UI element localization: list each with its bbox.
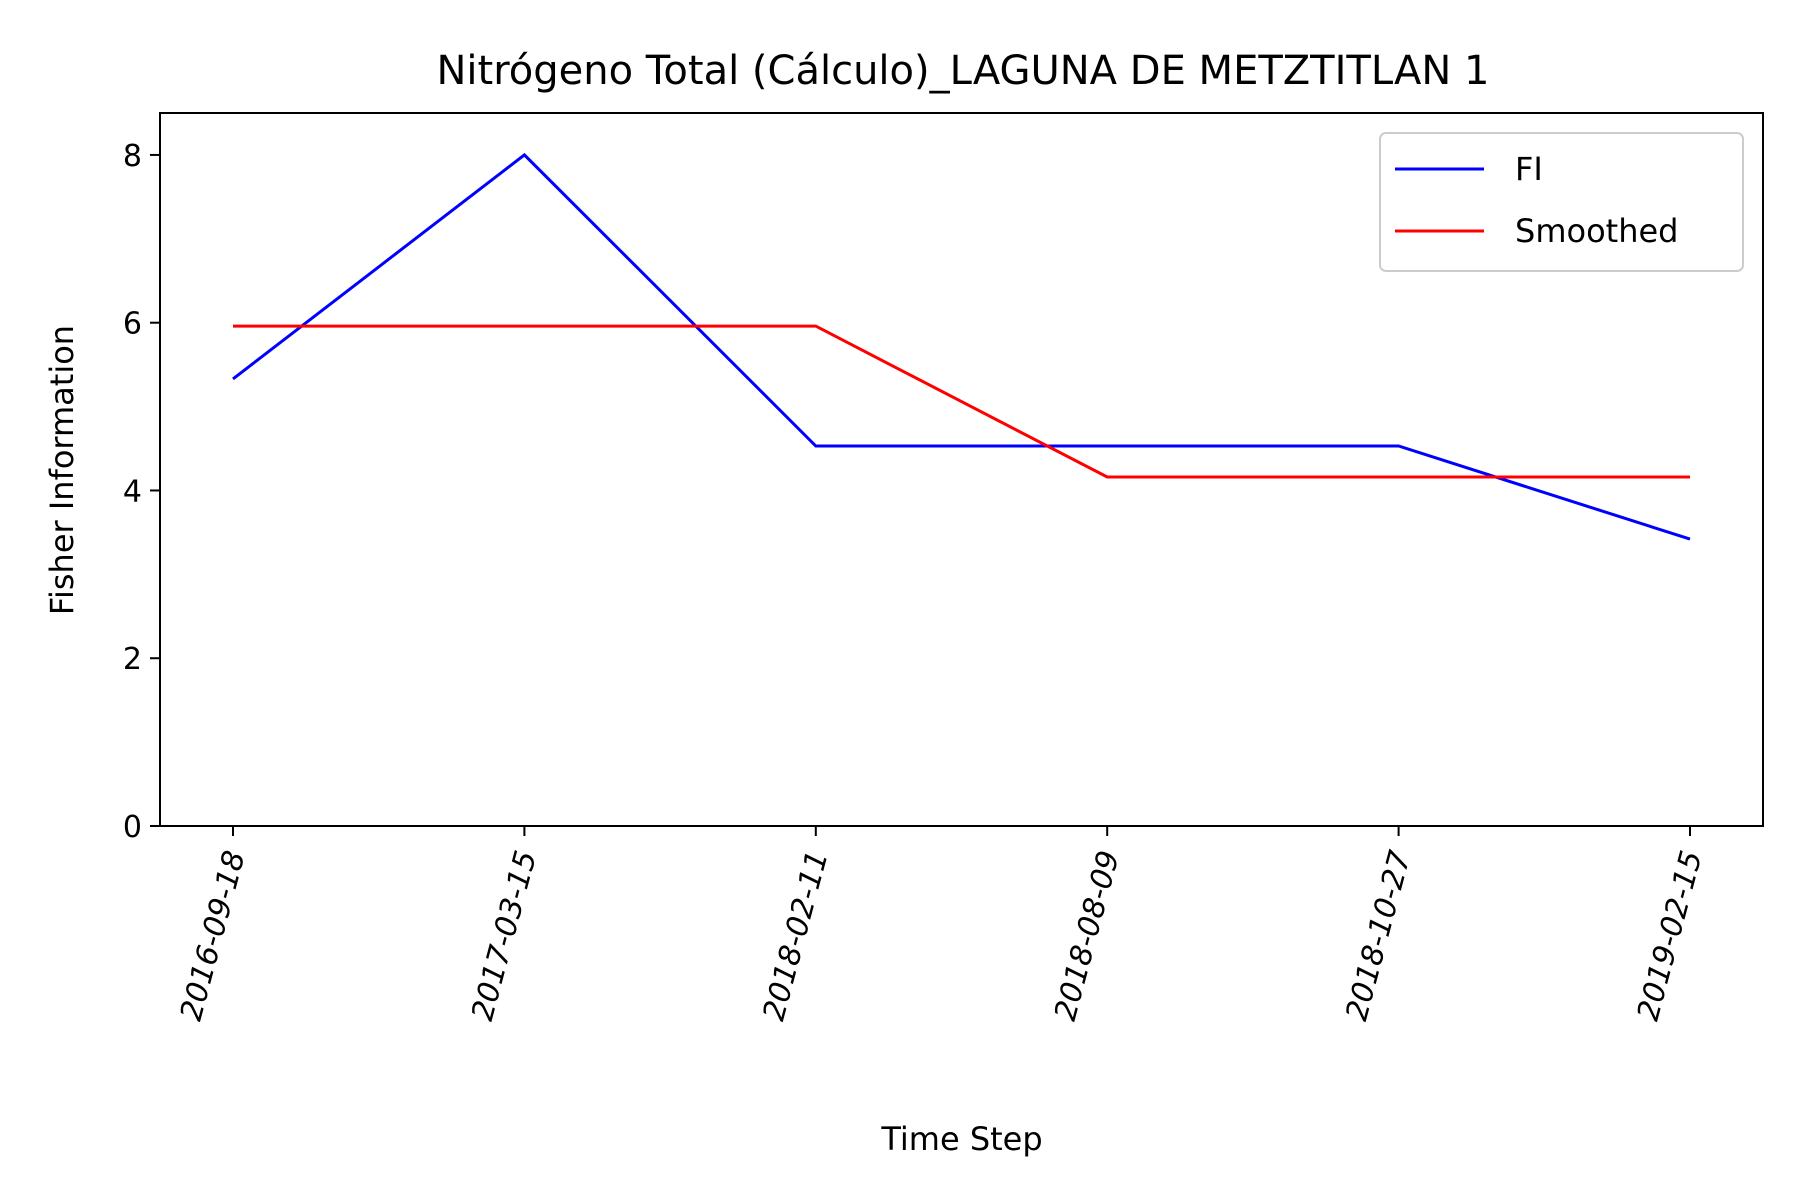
legend-label-fi: FI — [1515, 150, 1543, 188]
y-axis: 0 2 4 6 8 — [123, 139, 160, 845]
series-line-smoothed — [233, 324, 1690, 479]
y-tick-label: 2 — [123, 642, 142, 677]
legend: FI Smoothed — [1379, 132, 1744, 272]
y-tick-label: 4 — [123, 474, 142, 509]
legend-box — [1379, 132, 1744, 272]
legend-label-smoothed: Smoothed — [1515, 212, 1678, 250]
y-axis-label: Fisher Information — [43, 325, 81, 615]
y-tick-label: 6 — [123, 307, 142, 342]
chart-title: Nitrógeno Total (Cálculo)_LAGUNA DE METZ… — [437, 48, 1490, 94]
x-axis-label: Time Step — [880, 1120, 1042, 1158]
plot-frame — [159, 112, 1764, 827]
y-tick-label: 0 — [123, 810, 142, 845]
series-line-fi — [232, 152, 1691, 541]
y-tick-label: 8 — [123, 139, 142, 174]
series-layer — [232, 152, 1691, 541]
